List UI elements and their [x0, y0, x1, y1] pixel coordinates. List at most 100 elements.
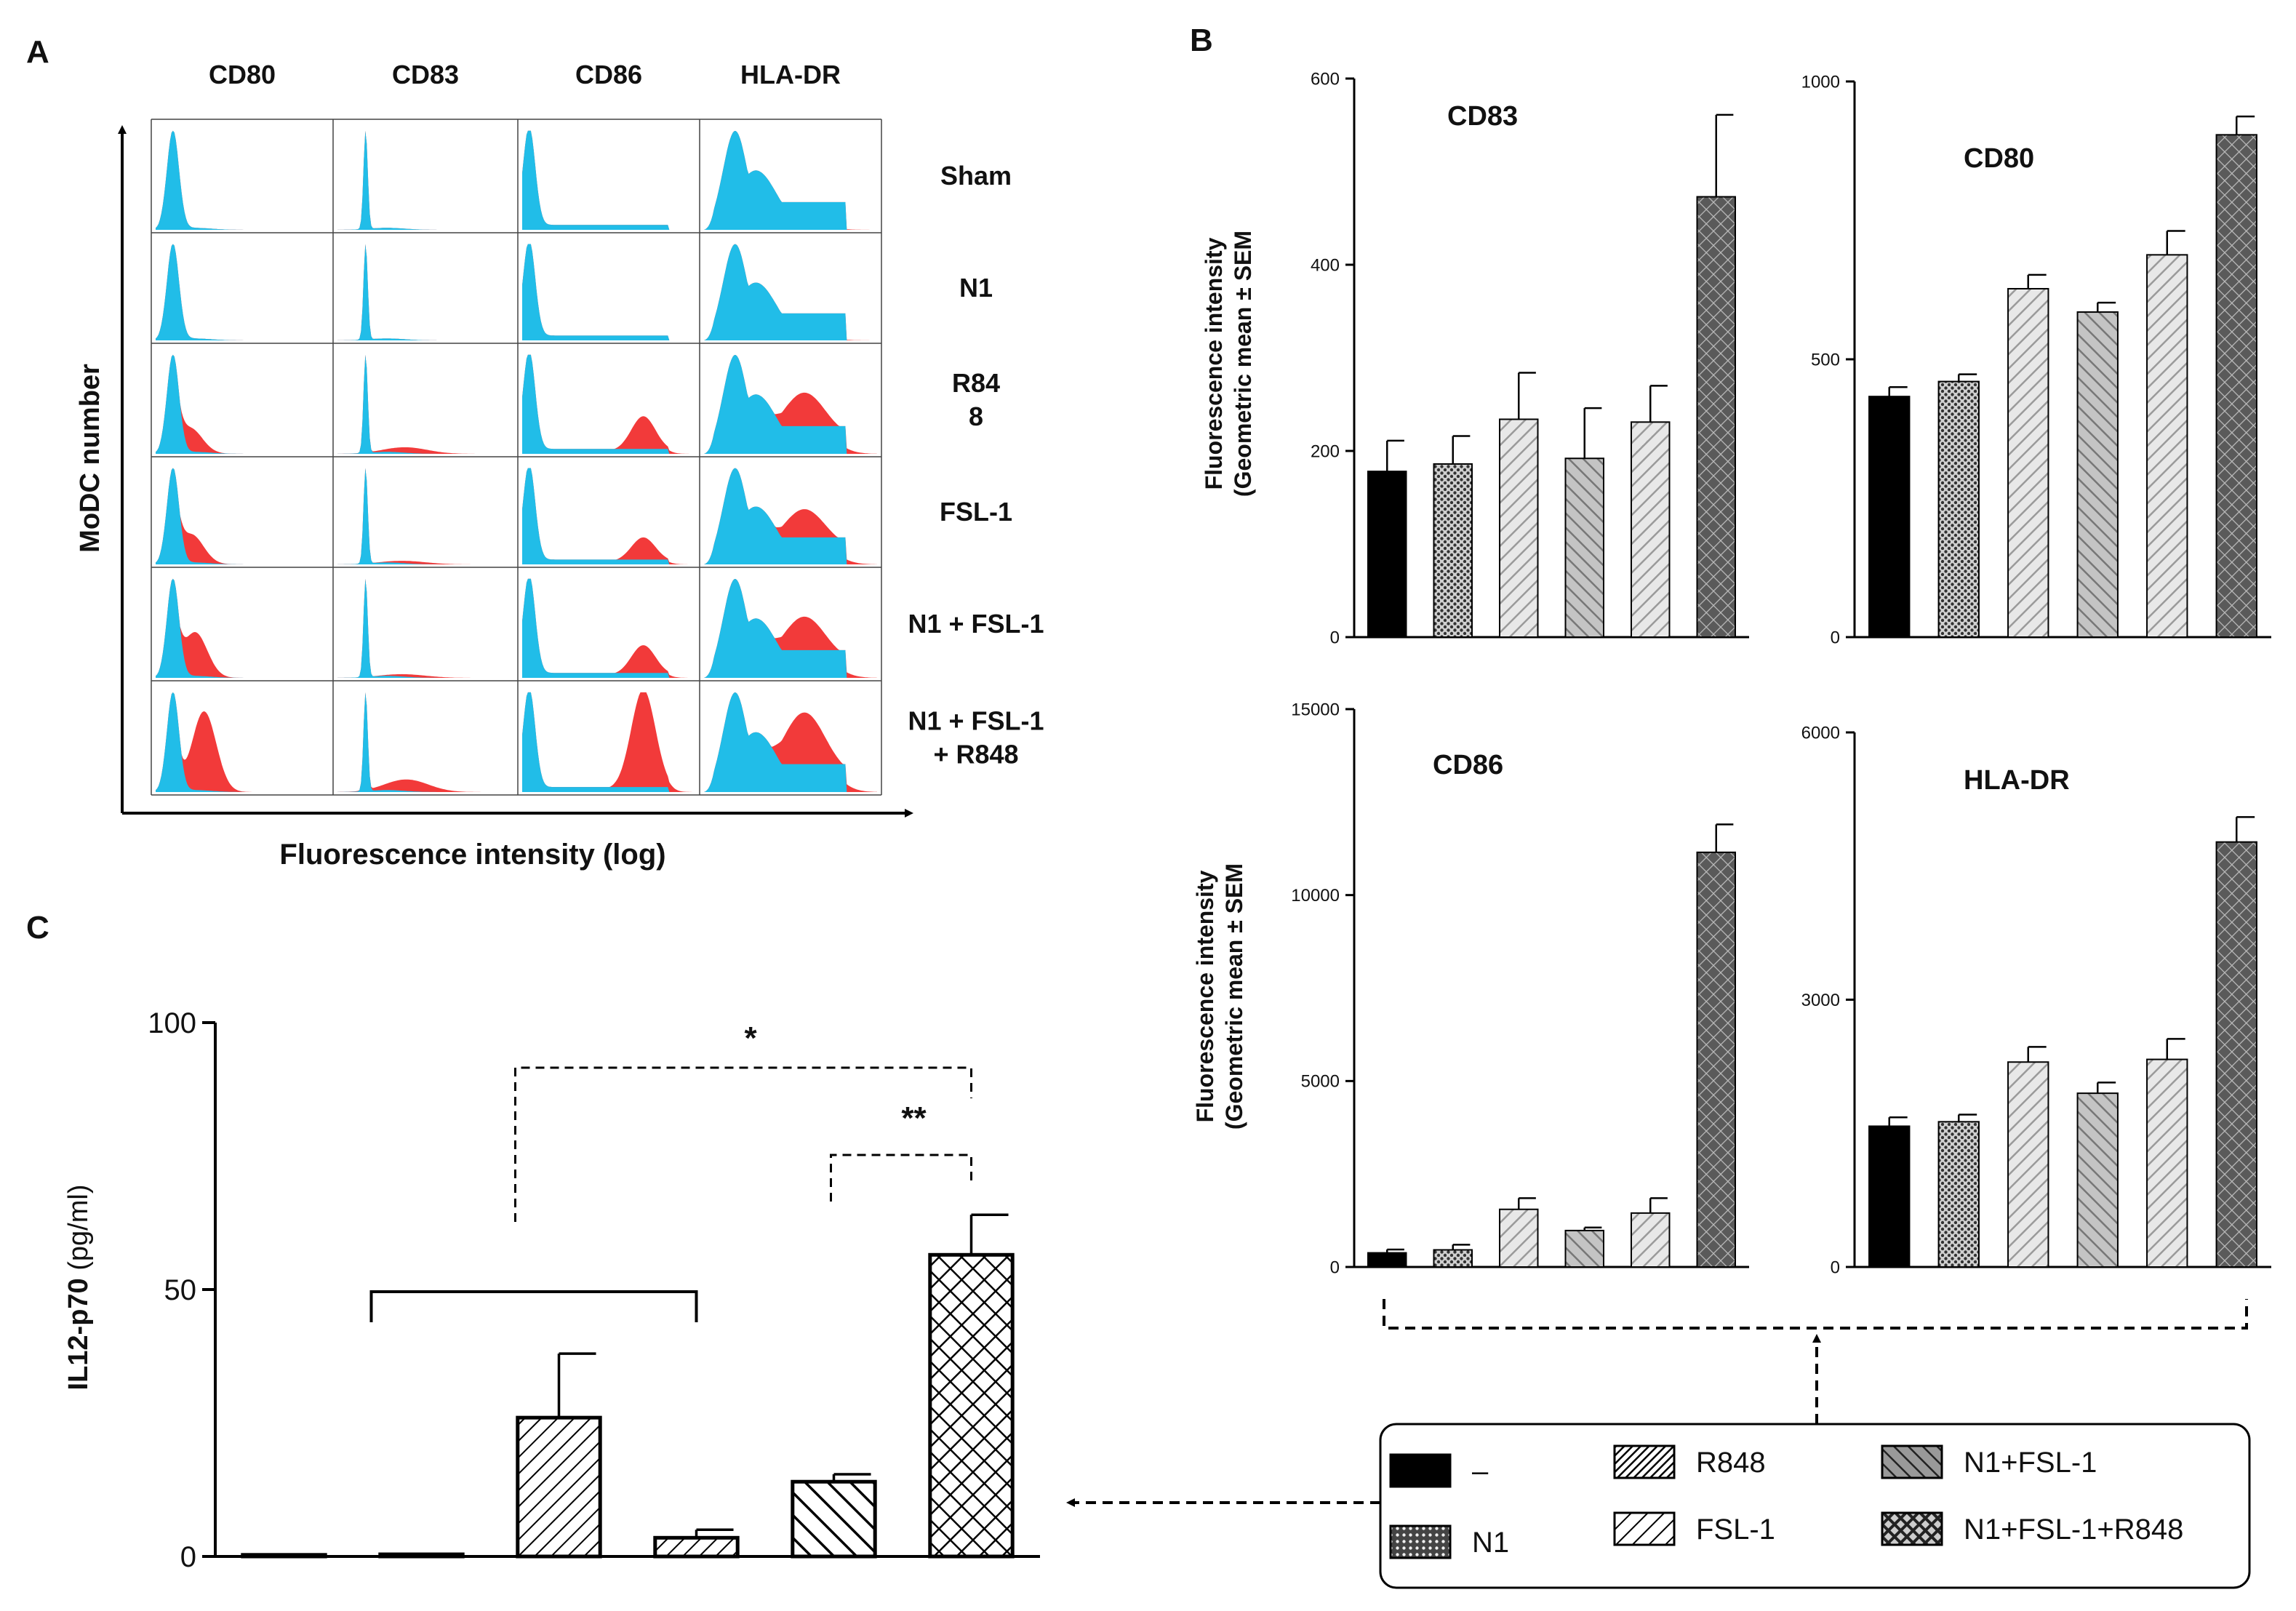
histogram-unstimulated [522, 578, 695, 678]
bar [1564, 457, 1604, 638]
y-tick-label: 0 [1330, 628, 1340, 647]
bar [1433, 463, 1473, 638]
bar [2076, 1092, 2119, 1268]
histogram-unstimulated [156, 692, 329, 792]
legend-swatch [1389, 1524, 1452, 1559]
column-label: CD83 [392, 60, 459, 89]
bar [2146, 1058, 2188, 1268]
column-label: CD86 [575, 60, 642, 89]
column-label: CD80 [209, 60, 276, 89]
row-label: N1 + FSL-1 [908, 609, 1044, 639]
histogram-unstimulated [704, 692, 877, 792]
bar [2076, 311, 2119, 638]
bar [1564, 1229, 1604, 1268]
y-tick-label: 1000 [1801, 72, 1840, 92]
y-tick-label: 15000 [1291, 700, 1340, 719]
histogram-unstimulated [522, 692, 695, 792]
panel-a-label: A [26, 34, 49, 70]
row-label: FSL-1 [940, 497, 1012, 527]
bar [241, 1553, 327, 1559]
chart-title: CD80 [1964, 143, 2034, 174]
panel-b-label: B [1190, 23, 1213, 58]
chart-cd80: 0 500 1000 CD80 [1801, 72, 2271, 647]
legend-label: N1+FSL-1+R848 [1964, 1514, 2183, 1546]
legend: – N1 R848 FSL-1 N1+FSL-1 N1+FSL-1+R848 [1379, 1423, 2251, 1589]
y-axis-label-unit: (pg/ml) [63, 1185, 94, 1279]
significance-bracket-dashed [830, 1154, 972, 1202]
chart-hladr: 0 3000 6000 HLA-DR [1801, 723, 2271, 1277]
histogram-unstimulated [704, 468, 877, 564]
bar [2215, 841, 2257, 1268]
y-tick-label: 100 [148, 1007, 196, 1039]
row-label: N1 [959, 273, 993, 303]
bar [1367, 1252, 1407, 1268]
histogram-stimulated [522, 354, 695, 454]
bar [1696, 851, 1736, 1268]
bracket-under-panel-b [1383, 1299, 2248, 1330]
legend-swatch [1613, 1511, 1676, 1546]
y-tick-label: 6000 [1801, 723, 1840, 743]
legend-label: FSL-1 [1696, 1514, 1775, 1546]
legend-swatch [1881, 1511, 1943, 1546]
bar [1868, 396, 1911, 638]
histogram-unstimulated [522, 354, 695, 454]
y-axis-label: (Geometric mean ± SEM [1221, 863, 1247, 1130]
x-axis-label: Fluorescence intensity (log) [279, 839, 665, 871]
bar [1868, 1125, 1911, 1268]
histogram-stimulated [522, 692, 695, 792]
legend-label: N1 [1472, 1527, 1509, 1559]
histogram-unstimulated [337, 354, 513, 454]
histogram-unstimulated [156, 130, 329, 230]
y-axis-label: Fluorescence intensity [1192, 870, 1218, 1122]
significance-star: * [744, 1020, 757, 1056]
bar [1499, 1208, 1539, 1268]
y-tick-label: 400 [1311, 255, 1340, 275]
bar [516, 1415, 602, 1559]
histogram-unstimulated [704, 244, 877, 340]
y-tick-label: 0 [180, 1541, 196, 1573]
histogram-unstimulated [704, 131, 877, 230]
legend-label: – [1472, 1455, 1489, 1487]
legend-label: N1+FSL-1 [1964, 1447, 2097, 1479]
bar [1937, 380, 1980, 638]
bar [2007, 287, 2049, 638]
histogram-unstimulated [156, 244, 329, 340]
histogram-unstimulated [522, 130, 695, 230]
bar [653, 1535, 740, 1559]
histogram-unstimulated [704, 579, 877, 678]
panel-c-label: C [26, 910, 49, 946]
row-label: + R848 [933, 740, 1018, 769]
y-tick-label: 200 [1311, 441, 1340, 461]
legend-connectors [1066, 1299, 2248, 1507]
chart-cd83: 0 200 400 600 CD83 Fluorescence intensity (Geo… [1201, 69, 1749, 647]
column-label: HLA-DR [740, 60, 841, 89]
histogram-unstimulated [704, 355, 877, 454]
bar [378, 1552, 465, 1559]
bar [1367, 471, 1407, 638]
legend-swatch [1613, 1444, 1676, 1479]
y-axis-label: MoDC number [75, 364, 105, 553]
y-tick-label: 0 [1831, 628, 1840, 647]
legend-swatch [1881, 1444, 1943, 1479]
row-label: N1 + FSL-1 [908, 706, 1044, 736]
bar [2215, 134, 2257, 638]
chart-title: CD86 [1433, 750, 1503, 780]
legend-box [1379, 1423, 2251, 1589]
y-tick-label: 0 [1330, 1258, 1340, 1277]
bar [1937, 1121, 1980, 1268]
y-axis-label-bold: IL12-p70 [63, 1278, 94, 1390]
y-tick-label: 10000 [1291, 886, 1340, 906]
histogram-stimulated [522, 578, 695, 678]
bar [1696, 196, 1736, 638]
row-label: 8 [969, 401, 983, 431]
chart-title: CD83 [1447, 101, 1518, 132]
bar [1433, 1249, 1473, 1268]
chart-title: HLA-DR [1964, 765, 2070, 796]
y-tick-label: 5000 [1301, 1072, 1340, 1092]
histogram-stimulated [522, 130, 695, 230]
bar [791, 1479, 877, 1559]
histogram-unstimulated [156, 578, 329, 678]
bar [2146, 254, 2188, 639]
